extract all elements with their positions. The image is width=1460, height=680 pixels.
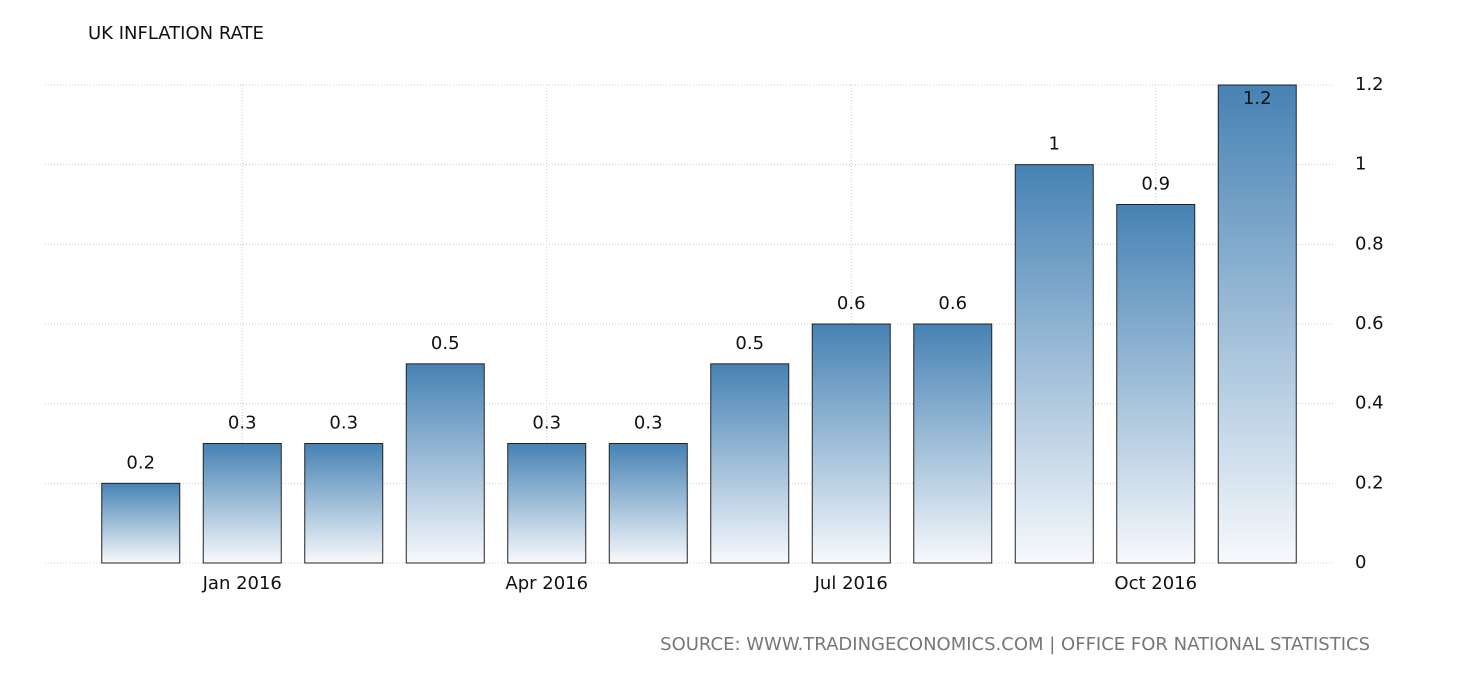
bar — [710, 363, 790, 564]
data-label: 0.3 — [329, 413, 358, 434]
y-tick-label: 0.6 — [1355, 313, 1384, 334]
bar — [1014, 164, 1094, 564]
bar — [202, 443, 282, 564]
bar — [913, 323, 993, 564]
bar — [405, 363, 485, 564]
x-tick-label: Apr 2016 — [505, 573, 588, 594]
y-tick-label: 0.8 — [1355, 233, 1384, 254]
y-tick-label: 0.4 — [1355, 393, 1384, 414]
data-label: 1.2 — [1243, 88, 1272, 109]
x-tick-label: Jan 2016 — [202, 573, 282, 594]
x-tick-label: Jul 2016 — [814, 573, 888, 594]
y-tick-label: 1 — [1355, 154, 1366, 175]
data-label: 1 — [1049, 134, 1060, 155]
source: SOURCE: WWW.TRADINGECONOMICS.COM | OFFIC… — [660, 634, 1370, 655]
data-label: 0.6 — [837, 293, 866, 314]
data-label: 0.5 — [735, 333, 764, 354]
x-tick-label: Oct 2016 — [1114, 573, 1197, 594]
data-label: 0.9 — [1141, 174, 1170, 195]
data-label: 0.6 — [938, 293, 967, 314]
bar — [101, 482, 181, 564]
data-label: 0.3 — [532, 413, 561, 434]
bar — [1116, 204, 1196, 564]
data-label: 0.3 — [228, 413, 257, 434]
y-tick-label: 0 — [1355, 552, 1366, 573]
y-tick-label: 1.2 — [1355, 74, 1384, 95]
bar — [1217, 84, 1297, 564]
data-label: 0.2 — [126, 452, 155, 473]
bar — [811, 323, 891, 564]
bar — [304, 443, 384, 564]
bar — [608, 443, 688, 564]
data-label: 0.5 — [431, 333, 460, 354]
y-tick-label: 0.2 — [1355, 472, 1384, 493]
data-label: 0.3 — [634, 413, 663, 434]
chart-title: UK INFLATION RATE — [88, 23, 264, 44]
bar — [507, 443, 587, 564]
